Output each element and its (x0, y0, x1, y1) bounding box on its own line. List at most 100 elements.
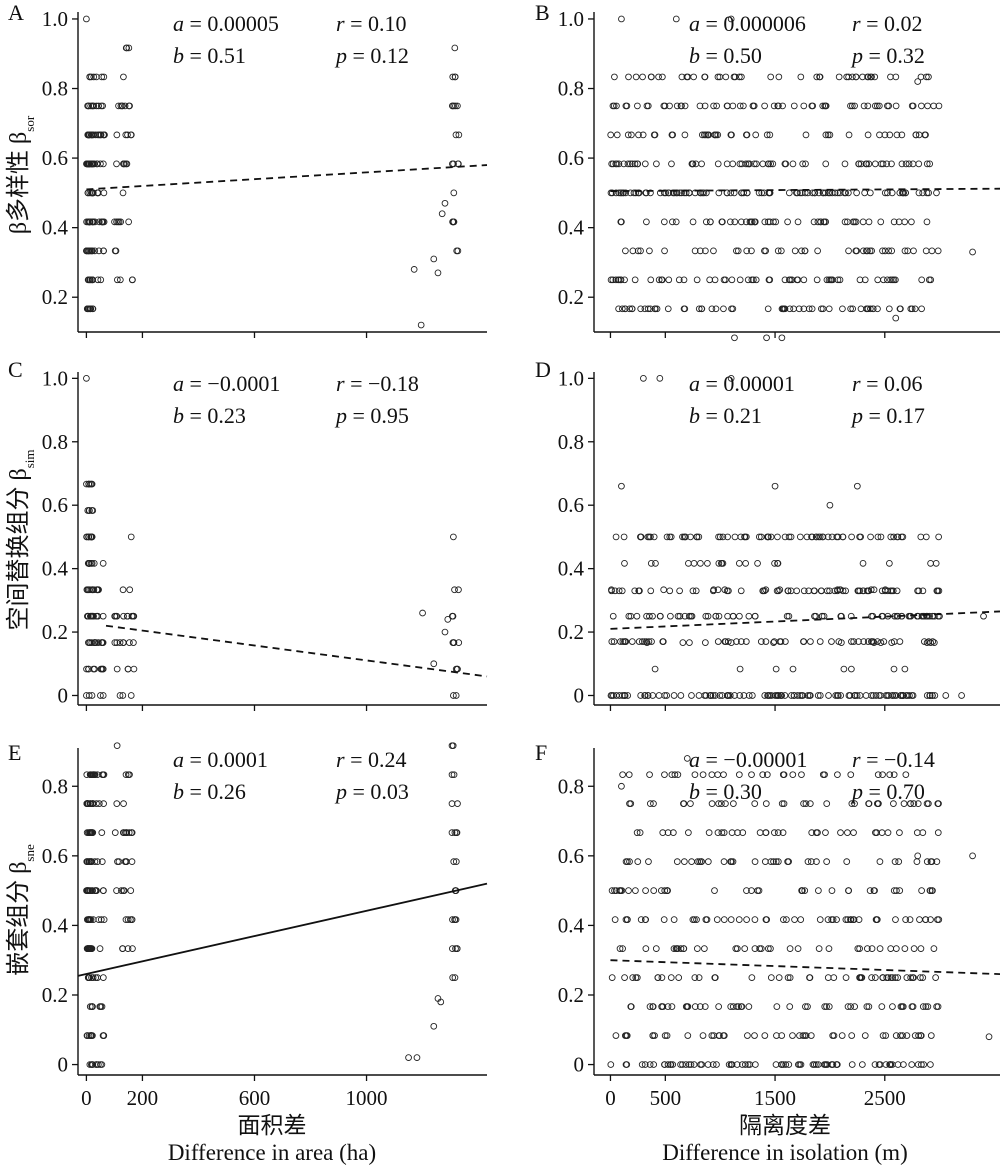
data-point (784, 974, 792, 981)
data-point (697, 559, 704, 567)
data-point (845, 247, 852, 255)
data-point (628, 305, 636, 313)
data-point (693, 945, 701, 952)
y-tick-label: 0 (58, 683, 69, 707)
stat-b-d: b = 0.21 (689, 403, 762, 428)
data-point (735, 916, 743, 923)
data-point (847, 305, 854, 313)
data-point (824, 974, 832, 981)
data-point (775, 974, 783, 981)
data-point (799, 887, 806, 894)
data-point (736, 73, 743, 81)
data-point (808, 305, 816, 313)
data-point (903, 1032, 911, 1039)
data-point (886, 559, 893, 567)
data-point (859, 73, 866, 81)
panel-letter-f: F (535, 740, 547, 765)
data-point (640, 374, 647, 382)
data-point (649, 1032, 657, 1039)
data-point (678, 73, 686, 81)
data-point (864, 131, 872, 139)
data-point (748, 887, 755, 894)
data-point (712, 612, 720, 620)
data-point (907, 305, 915, 313)
data-point (875, 800, 882, 808)
data-point (901, 218, 909, 226)
data-point (772, 665, 780, 673)
data-point (819, 305, 827, 313)
data-point (759, 771, 767, 779)
data-point (90, 73, 98, 81)
data-point (90, 612, 97, 620)
data-point (776, 586, 784, 594)
data-point (734, 247, 742, 255)
data-point (664, 829, 672, 836)
data-point (417, 321, 425, 329)
data-point (914, 800, 922, 808)
data-point (812, 829, 820, 836)
data-point (84, 276, 92, 284)
data-point (932, 559, 940, 567)
data-point (449, 945, 456, 952)
data-point (724, 638, 732, 645)
data-point (622, 1032, 630, 1039)
data-point (862, 160, 870, 168)
data-point (910, 247, 917, 255)
data-point (710, 247, 717, 255)
data-point (434, 269, 442, 277)
data-point (617, 638, 624, 645)
data-point (763, 916, 771, 923)
panel-letter-c: C (8, 357, 23, 382)
data-point (83, 1032, 91, 1039)
data-point (798, 692, 806, 699)
data-point (122, 44, 130, 52)
data-point (844, 218, 851, 226)
data-point (923, 639, 931, 646)
data-point (719, 218, 726, 226)
data-point (727, 639, 735, 646)
data-point (669, 829, 677, 836)
data-point (127, 533, 135, 541)
data-point (723, 160, 731, 168)
data-point (762, 829, 770, 836)
data-point (677, 945, 685, 952)
data-point (616, 887, 624, 894)
data-point (614, 276, 622, 284)
data-point (879, 974, 887, 981)
data-point (930, 639, 938, 646)
data-point (902, 189, 909, 197)
data-point (662, 189, 670, 197)
data-point (658, 974, 666, 981)
data-point (695, 305, 703, 313)
data-point (918, 1061, 925, 1068)
data-point (97, 276, 105, 284)
data-point (451, 586, 458, 594)
data-point (99, 160, 107, 168)
data-point (882, 1032, 890, 1039)
data-point (923, 800, 931, 808)
data-point (821, 189, 829, 197)
data-point (86, 1061, 94, 1068)
data-point (759, 160, 767, 168)
data-point (113, 639, 121, 646)
data-point (680, 800, 688, 808)
data-point (612, 160, 620, 168)
data-point (669, 218, 676, 226)
data-point (737, 587, 745, 595)
data-point (756, 829, 764, 836)
data-point (797, 73, 805, 81)
data-point (745, 612, 753, 620)
data-point (97, 131, 104, 139)
data-point (934, 247, 942, 255)
data-point (619, 189, 627, 197)
data-point (772, 1061, 780, 1068)
data-point (877, 692, 884, 699)
data-point (710, 586, 718, 594)
data-point (727, 131, 735, 139)
data-point (748, 771, 755, 779)
data-point (99, 218, 107, 226)
data-point (733, 247, 740, 255)
data-point (736, 665, 744, 673)
data-point (690, 73, 697, 81)
